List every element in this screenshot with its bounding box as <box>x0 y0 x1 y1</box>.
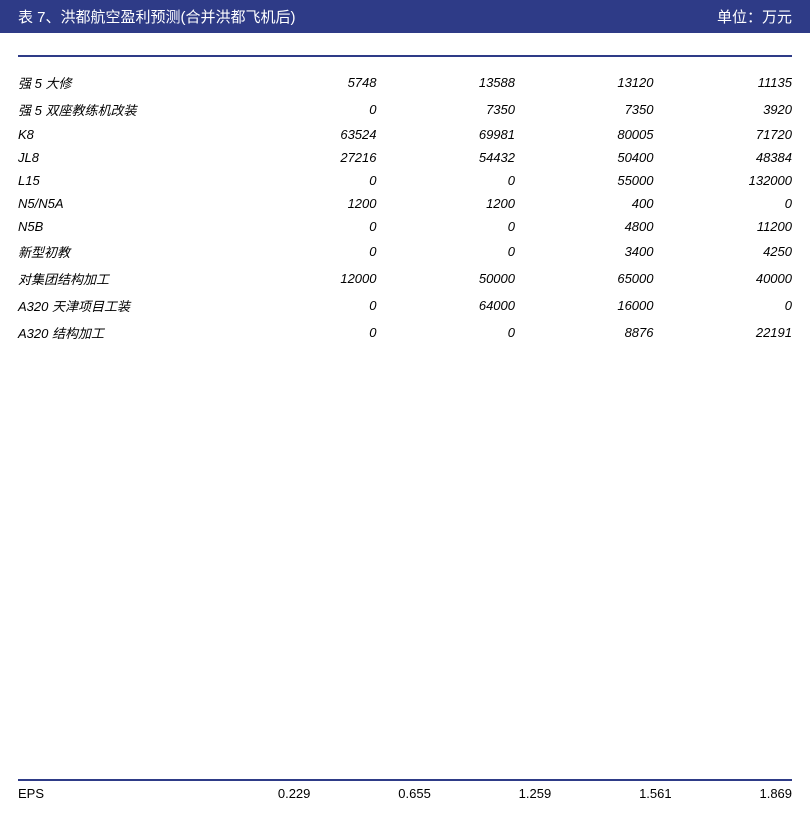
table-row: 强 5 大修5748135881312011135 <box>18 69 792 96</box>
row-value: 3920 <box>654 96 793 123</box>
eps-value-0: 0.229 <box>190 786 310 801</box>
row-value: 80005 <box>515 123 654 146</box>
table-row: L150055000132000 <box>18 169 792 192</box>
row-label: 新型初教 <box>18 238 238 265</box>
row-value: 0 <box>654 192 793 215</box>
row-value: 1200 <box>238 192 377 215</box>
row-label: JL8 <box>18 146 238 169</box>
row-value: 0 <box>238 238 377 265</box>
financial-table: 强 5 大修5748135881312011135强 5 双座教练机改装0735… <box>18 69 792 346</box>
row-value: 13120 <box>515 69 654 96</box>
eps-label: EPS <box>18 786 190 801</box>
bottom-divider <box>18 779 792 781</box>
row-label: L15 <box>18 169 238 192</box>
table-header-bar: 表 7、洪都航空盈利预测(合并洪都飞机后) 单位：万元 <box>0 0 810 33</box>
eps-value-4: 1.869 <box>672 786 792 801</box>
row-label: A320 结构加工 <box>18 319 238 346</box>
row-value: 8876 <box>515 319 654 346</box>
row-value: 65000 <box>515 265 654 292</box>
row-value: 0 <box>377 169 516 192</box>
row-value: 5748 <box>238 69 377 96</box>
row-value: 7350 <box>377 96 516 123</box>
table-row: A320 结构加工00887622191 <box>18 319 792 346</box>
row-value: 4800 <box>515 215 654 238</box>
row-label: 强 5 大修 <box>18 69 238 96</box>
row-value: 132000 <box>654 169 793 192</box>
row-value: 50400 <box>515 146 654 169</box>
row-label: N5B <box>18 215 238 238</box>
row-value: 48384 <box>654 146 793 169</box>
row-value: 13588 <box>377 69 516 96</box>
table-row: 强 5 双座教练机改装0735073503920 <box>18 96 792 123</box>
row-value: 12000 <box>238 265 377 292</box>
row-value: 55000 <box>515 169 654 192</box>
row-value: 71720 <box>654 123 793 146</box>
row-value: 0 <box>377 238 516 265</box>
eps-section: EPS 0.229 0.655 1.259 1.561 1.869 <box>18 779 792 803</box>
row-value: 1200 <box>377 192 516 215</box>
row-value: 0 <box>238 96 377 123</box>
table-title: 表 7、洪都航空盈利预测(合并洪都飞机后) <box>18 6 296 27</box>
row-value: 40000 <box>654 265 793 292</box>
table-row: N5/N5A120012004000 <box>18 192 792 215</box>
row-value: 11135 <box>654 69 793 96</box>
row-value: 7350 <box>515 96 654 123</box>
row-value: 54432 <box>377 146 516 169</box>
table-row: 新型初教0034004250 <box>18 238 792 265</box>
row-label: 对集团结构加工 <box>18 265 238 292</box>
table-container: 强 5 大修5748135881312011135强 5 双座教练机改装0735… <box>0 69 810 346</box>
eps-value-2: 1.259 <box>431 786 551 801</box>
row-value: 63524 <box>238 123 377 146</box>
row-value: 0 <box>377 215 516 238</box>
row-label: K8 <box>18 123 238 146</box>
table-row: JL827216544325040048384 <box>18 146 792 169</box>
table-row: N5B00480011200 <box>18 215 792 238</box>
top-divider <box>18 55 792 57</box>
row-value: 3400 <box>515 238 654 265</box>
table-row: K863524699818000571720 <box>18 123 792 146</box>
row-value: 69981 <box>377 123 516 146</box>
row-value: 0 <box>654 292 793 319</box>
row-value: 0 <box>238 292 377 319</box>
table-row: 对集团结构加工12000500006500040000 <box>18 265 792 292</box>
row-value: 4250 <box>654 238 793 265</box>
row-label: 强 5 双座教练机改装 <box>18 96 238 123</box>
row-value: 27216 <box>238 146 377 169</box>
row-value: 0 <box>238 169 377 192</box>
row-value: 0 <box>238 319 377 346</box>
row-label: A320 天津项目工装 <box>18 292 238 319</box>
row-value: 64000 <box>377 292 516 319</box>
eps-row: EPS 0.229 0.655 1.259 1.561 1.869 <box>18 784 792 803</box>
eps-value-1: 0.655 <box>310 786 430 801</box>
row-label: N5/N5A <box>18 192 238 215</box>
table-unit: 单位：万元 <box>717 6 792 27</box>
row-value: 16000 <box>515 292 654 319</box>
row-value: 400 <box>515 192 654 215</box>
row-value: 11200 <box>654 215 793 238</box>
row-value: 50000 <box>377 265 516 292</box>
row-value: 0 <box>238 215 377 238</box>
row-value: 22191 <box>654 319 793 346</box>
eps-value-3: 1.561 <box>551 786 671 801</box>
table-row: A320 天津项目工装064000160000 <box>18 292 792 319</box>
row-value: 0 <box>377 319 516 346</box>
